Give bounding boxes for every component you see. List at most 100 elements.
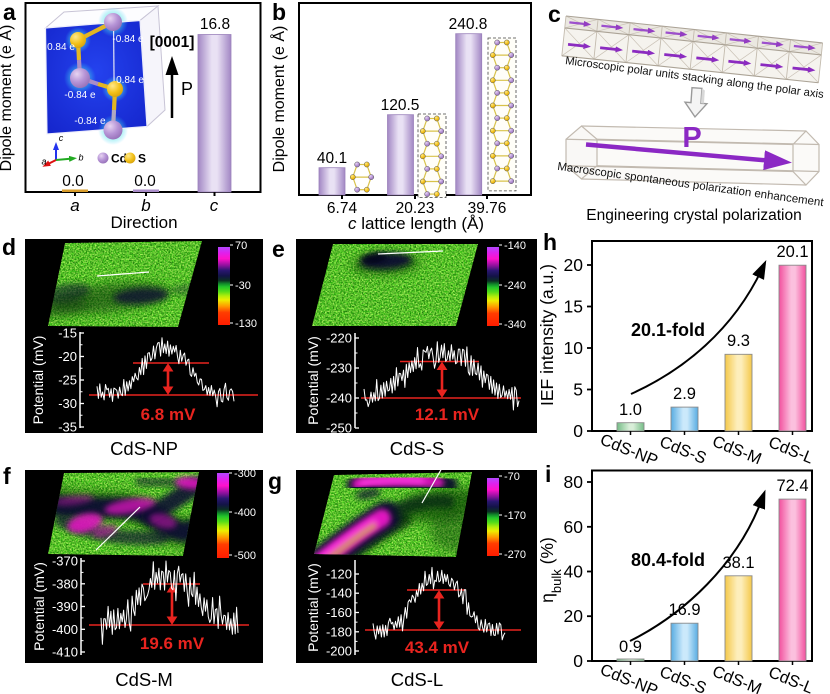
svg-text:CdS-L: CdS-L (766, 433, 816, 467)
svg-text:Potential (mV): Potential (mV) (31, 562, 47, 651)
svg-text:-240: -240 (504, 280, 526, 292)
svg-text:12.1 mV: 12.1 mV (415, 405, 480, 424)
svg-text:P: P (682, 122, 701, 154)
svg-text:CdS-L: CdS-L (766, 663, 816, 694)
svg-text:b: b (141, 196, 150, 215)
svg-text:ηbulk (%): ηbulk (%) (537, 537, 564, 603)
svg-text:c: c (59, 133, 64, 143)
svg-text:f: f (3, 463, 11, 489)
svg-text:Dipole moment (e Å): Dipole moment (e Å) (269, 26, 288, 173)
svg-text:-170: -170 (504, 510, 526, 522)
svg-text:-200: -200 (326, 644, 352, 659)
svg-text:b: b (272, 0, 286, 25)
svg-text:6.74: 6.74 (327, 200, 358, 217)
svg-text:-400: -400 (52, 622, 78, 637)
svg-text:6.8 mV: 6.8 mV (141, 405, 196, 424)
svg-text:0.84 e: 0.84 e (116, 75, 144, 86)
svg-text:-0.84 e: -0.84 e (64, 90, 96, 101)
svg-text:CdS-M: CdS-M (115, 669, 173, 690)
svg-text:20.1: 20.1 (776, 243, 808, 261)
svg-text:15: 15 (564, 297, 583, 317)
svg-text:40.1: 40.1 (317, 150, 347, 167)
svg-text:-120: -120 (326, 567, 352, 582)
svg-text:CdS-NP: CdS-NP (110, 438, 178, 459)
svg-text:-0.84 e: -0.84 e (74, 116, 106, 127)
svg-text:80: 80 (564, 472, 584, 492)
svg-text:-130: -130 (235, 318, 257, 330)
svg-text:CdS-S: CdS-S (657, 433, 709, 468)
svg-text:-250: -250 (326, 421, 352, 436)
svg-text:-70: -70 (504, 471, 520, 483)
svg-text:39.76: 39.76 (468, 200, 507, 217)
svg-text:c: c (210, 196, 219, 215)
svg-text:20.1-fold: 20.1-fold (631, 320, 705, 340)
svg-text:-340: -340 (504, 319, 526, 331)
svg-text:Potential (mV): Potential (mV) (305, 563, 321, 652)
svg-text:-390: -390 (52, 599, 78, 614)
svg-text:-15: -15 (58, 326, 77, 341)
svg-text:38.1: 38.1 (722, 554, 754, 572)
svg-text:IEF intensity (a.u.): IEF intensity (a.u.) (537, 264, 557, 406)
svg-text:-180: -180 (326, 624, 352, 639)
svg-text:CdS-L: CdS-L (391, 669, 443, 690)
svg-text:Dipole moment (e Å): Dipole moment (e Å) (0, 25, 15, 172)
svg-text:43.4 mV: 43.4 mV (405, 638, 470, 657)
svg-text:-410: -410 (52, 645, 78, 660)
svg-text:20: 20 (564, 606, 584, 626)
svg-text:-35: -35 (58, 420, 77, 435)
svg-text:Potential (mV): Potential (mV) (305, 336, 321, 425)
svg-text:Potential (mV): Potential (mV) (30, 336, 46, 425)
svg-text:CdS-NP: CdS-NP (597, 661, 660, 694)
svg-text:16.9: 16.9 (668, 601, 700, 619)
svg-text:Engineering crystal polarizati: Engineering crystal polarization (586, 207, 801, 224)
svg-text:-140: -140 (326, 586, 352, 601)
svg-text:-400: -400 (234, 507, 256, 519)
svg-text:70: 70 (235, 240, 247, 252)
svg-text:a: a (3, 0, 16, 25)
svg-text:g: g (268, 468, 282, 494)
svg-text:-160: -160 (326, 605, 352, 620)
svg-text:9.3: 9.3 (727, 332, 750, 350)
svg-text:5: 5 (573, 380, 583, 400)
svg-text:-0.84 e: -0.84 e (112, 34, 144, 45)
svg-text:0.9: 0.9 (619, 638, 642, 656)
svg-text:CdS-S: CdS-S (657, 663, 709, 694)
svg-text:1.0: 1.0 (619, 401, 642, 419)
svg-text:-30: -30 (235, 280, 251, 292)
svg-text:CdS-M: CdS-M (710, 432, 764, 468)
svg-text:0.0: 0.0 (134, 173, 156, 190)
svg-text:240.8: 240.8 (449, 16, 488, 33)
svg-text:0: 0 (573, 651, 583, 671)
svg-text:Cd: Cd (111, 152, 127, 166)
svg-text:-300: -300 (234, 468, 256, 480)
svg-text:b: b (78, 153, 83, 163)
svg-text:-220: -220 (326, 331, 352, 346)
svg-text:CdS-S: CdS-S (390, 438, 445, 459)
svg-text:0: 0 (573, 421, 583, 441)
svg-text:16.8: 16.8 (200, 16, 230, 33)
svg-text:-140: -140 (504, 240, 526, 252)
svg-text:c lattice length (Å): c lattice length (Å) (348, 214, 484, 233)
svg-text:a: a (70, 196, 79, 215)
svg-text:-20: -20 (58, 349, 77, 364)
svg-text:2.9: 2.9 (673, 385, 696, 403)
svg-text:10: 10 (564, 338, 584, 358)
svg-text:0.84 e: 0.84 e (47, 42, 75, 53)
svg-text:CdS-NP: CdS-NP (597, 431, 660, 470)
svg-text:-30: -30 (58, 396, 77, 411)
svg-text:-370: -370 (52, 554, 78, 569)
svg-text:P: P (181, 79, 193, 99)
svg-text:-240: -240 (326, 391, 352, 406)
svg-text:S: S (138, 152, 146, 166)
svg-text:60: 60 (564, 517, 584, 537)
svg-text:CdS-M: CdS-M (710, 662, 764, 694)
svg-text:e: e (272, 236, 285, 262)
svg-text:80.4-fold: 80.4-fold (631, 550, 705, 570)
svg-text:-270: -270 (504, 549, 526, 561)
svg-text:-230: -230 (326, 361, 352, 376)
svg-text:i: i (545, 461, 551, 487)
svg-text:19.6 mV: 19.6 mV (140, 634, 205, 653)
svg-text:20.23: 20.23 (396, 200, 435, 217)
svg-text:0.0: 0.0 (62, 173, 84, 190)
svg-text:40: 40 (564, 562, 584, 582)
